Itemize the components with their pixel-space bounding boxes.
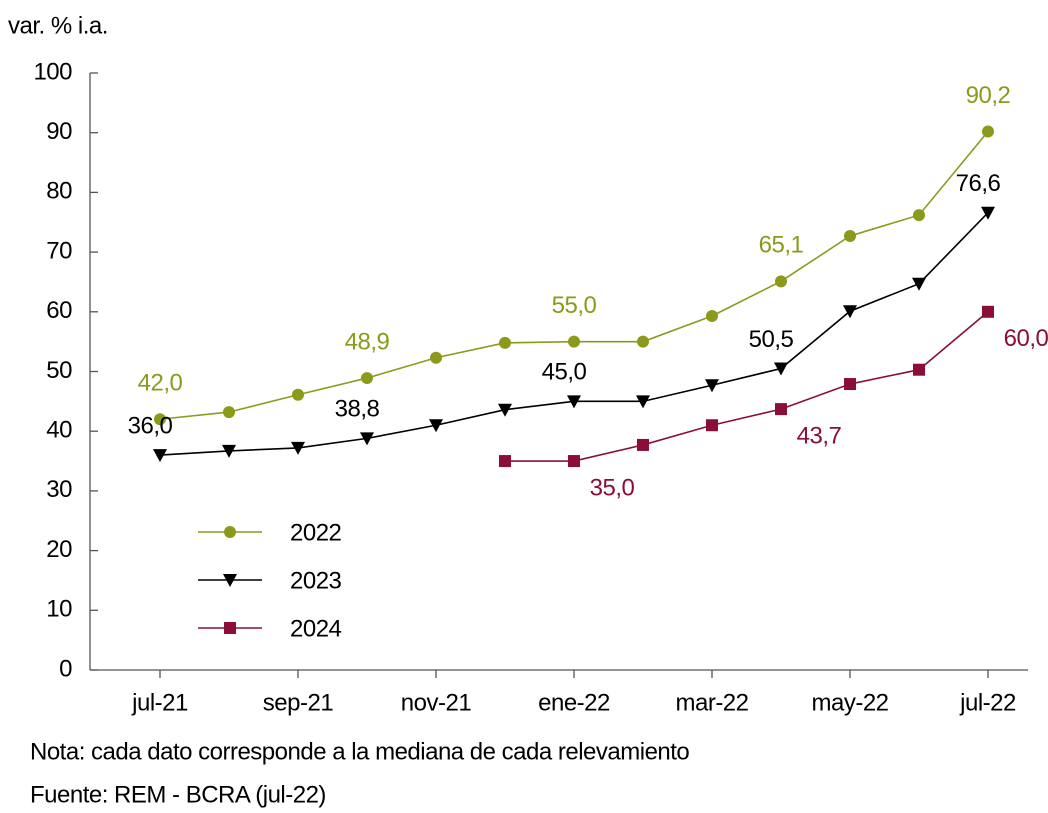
note: Fuente: REM - BCRA (jul-22): [30, 781, 326, 808]
point: [705, 379, 719, 393]
point: [360, 432, 374, 446]
value-label: 38,8: [335, 396, 380, 423]
legend-label: 2023: [290, 567, 342, 594]
value-label: 65,1: [759, 232, 804, 259]
y-tick-label: 100: [33, 58, 72, 85]
point: [498, 403, 512, 417]
x-tick-label: jul-22: [959, 689, 1016, 716]
point: [637, 335, 649, 348]
point: [913, 363, 925, 376]
point: [429, 419, 443, 433]
x-tick-label: jul-21: [131, 689, 188, 716]
legend-marker: [224, 526, 236, 538]
point: [706, 419, 718, 432]
y-tick-label: 60: [46, 297, 72, 324]
y-tick-label: 30: [46, 476, 72, 503]
y-tick-label: 10: [46, 596, 72, 623]
x-tick-label: nov-21: [401, 689, 472, 716]
value-label: 36,0: [128, 412, 173, 439]
point: [291, 441, 305, 455]
value-label: 48,9: [345, 328, 390, 355]
point: [913, 209, 925, 222]
point: [567, 395, 581, 409]
y-tick-label: 70: [46, 237, 72, 264]
value-label: 45,0: [542, 359, 587, 386]
legend-marker: [223, 574, 237, 587]
value-label: 50,5: [749, 326, 794, 353]
point: [844, 378, 856, 391]
x-tick-label: ene-22: [538, 689, 610, 716]
y-tick-label: 20: [46, 536, 72, 563]
x-tick-label: may-22: [811, 689, 888, 716]
point: [774, 362, 788, 376]
point: [361, 372, 373, 385]
y-tick-label: 0: [59, 655, 72, 682]
y-tick-label: 90: [46, 118, 72, 145]
y-axis-label: var. % i.a.: [8, 12, 108, 39]
point: [637, 438, 649, 451]
point: [154, 413, 166, 426]
point: [775, 275, 787, 288]
y-tick-label: 50: [46, 357, 72, 384]
series-line: [505, 311, 989, 462]
y-tick-label: 40: [46, 417, 72, 444]
value-label: 90,2: [966, 82, 1011, 109]
value-label: 42,0: [138, 370, 183, 397]
point: [568, 335, 580, 348]
value-label: 55,0: [552, 292, 597, 319]
point: [222, 444, 236, 458]
legend-marker: [224, 622, 236, 634]
point: [775, 403, 787, 416]
point: [223, 406, 235, 419]
x-tick-label: mar-22: [675, 689, 748, 716]
value-label: 76,6: [956, 170, 1001, 197]
point: [706, 309, 718, 322]
point: [430, 351, 442, 364]
y-tick-label: 80: [46, 178, 72, 205]
point: [292, 388, 304, 401]
point: [568, 455, 580, 468]
legend-label: 2022: [290, 519, 342, 546]
point: [499, 455, 511, 468]
legend-label: 2024: [290, 615, 342, 642]
point: [981, 206, 995, 220]
value-label: 35,0: [590, 474, 635, 501]
value-label: 43,7: [797, 422, 842, 449]
note: Nota: cada dato corresponde a la mediana…: [30, 738, 689, 765]
point: [844, 229, 856, 242]
value-label: 60,0: [1004, 325, 1048, 352]
point: [982, 125, 994, 138]
point: [843, 305, 857, 319]
series-line: [159, 212, 989, 456]
point: [153, 449, 167, 463]
point: [636, 395, 650, 409]
point: [499, 336, 511, 349]
x-tick-label: sep-21: [263, 689, 334, 716]
point: [982, 305, 994, 318]
point: [912, 277, 926, 291]
